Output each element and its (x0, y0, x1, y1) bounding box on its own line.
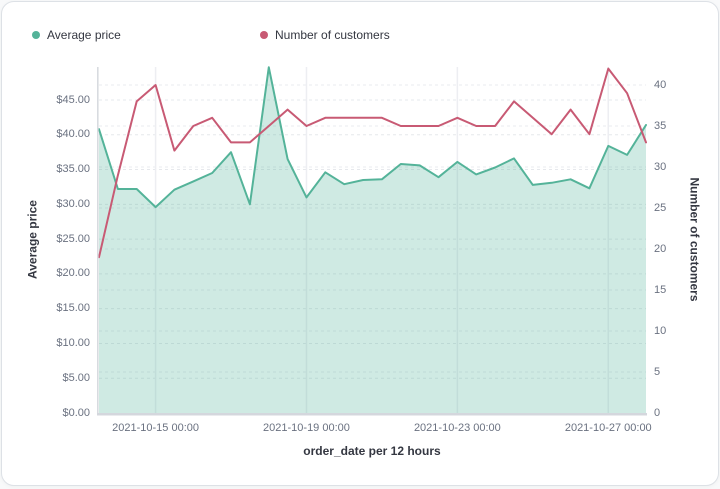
legend-label-average-price: Average price (47, 28, 121, 42)
right-axis-tick-label: 5 (654, 365, 661, 378)
chart-legend: Average price Number of customers (2, 28, 718, 44)
legend-item-average-price[interactable]: Average price (32, 28, 121, 42)
right-axis-tick-label: 30 (654, 160, 667, 173)
left-axis-tick-label: $25.00 (56, 232, 90, 245)
legend-label-number-of-customers: Number of customers (275, 28, 390, 42)
left-axis-tick-label: $5.00 (62, 371, 90, 384)
average-price-series-dot-icon (32, 31, 40, 39)
legend-item-number-of-customers[interactable]: Number of customers (260, 28, 390, 42)
x-axis-line (97, 413, 647, 416)
right-axis-tick-label: 20 (654, 242, 667, 255)
x-axis-title: order_date per 12 hours (303, 444, 441, 458)
average-price-line (98, 66, 647, 209)
x-axis-tick-label: 2021-10-27 00:00 (564, 422, 652, 434)
left-axis-tick-label: $30.00 (56, 197, 90, 210)
right-axis-tick-label: 35 (654, 119, 667, 132)
number-of-customers-series-dot-icon (260, 31, 268, 39)
x-axis-tick-label: 2021-10-23 00:00 (413, 422, 501, 434)
left-axis-tick-label: $10.00 (56, 336, 90, 349)
right-axis-tick-label: 0 (654, 406, 661, 419)
left-axis-tick-label: $40.00 (56, 128, 90, 141)
left-axis-tick-label: $45.00 (56, 93, 90, 106)
left-axis-tick-label: $20.00 (56, 267, 90, 280)
right-axis-tick-label: 10 (654, 324, 667, 337)
left-axis-tick-label: $15.00 (56, 302, 90, 315)
average-price-area-fill (99, 67, 646, 414)
x-axis-tick-label: 2021-10-15 00:00 (112, 422, 199, 434)
x-axis-tick-label: 2021-10-19 00:00 (263, 422, 350, 434)
right-axis-tick-label: 15 (654, 283, 667, 296)
left-axis-tick-label: $0.00 (62, 406, 90, 419)
left-axis-line (97, 67, 99, 415)
left-axis-tick-label: $35.00 (56, 163, 90, 176)
right-axis-tick-label: 40 (654, 78, 667, 91)
number-of-customers-line (98, 67, 647, 259)
right-axis-tick-label: 25 (654, 201, 667, 214)
